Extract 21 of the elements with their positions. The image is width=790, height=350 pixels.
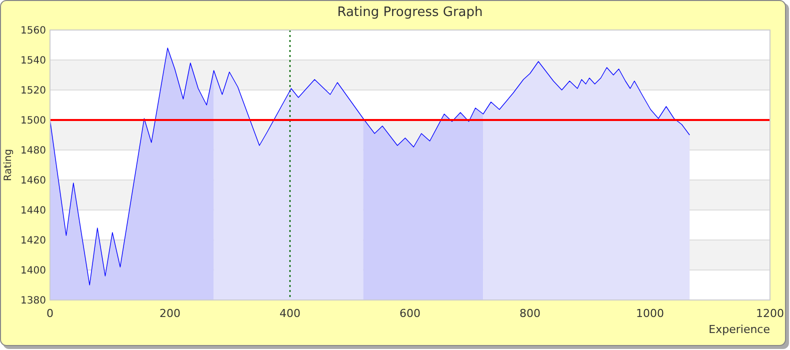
x-tick-label: 1000	[636, 307, 664, 320]
y-tick-label: 1540	[20, 56, 46, 66]
chart-title: Rating Progress Graph	[337, 5, 483, 20]
y-tick-label: 1560	[20, 26, 46, 36]
line-series	[50, 48, 690, 286]
y-tick-label: 1500	[20, 116, 46, 126]
y-tick-label: 1480	[20, 146, 46, 156]
x-tick-label: 0	[46, 307, 54, 320]
y-tick-label: 1380	[20, 296, 46, 306]
y-tick-label: 1440	[20, 206, 46, 216]
y-tick-label: 1460	[20, 176, 46, 186]
x-tick-label: 600	[400, 307, 420, 320]
x-tick-label: 400	[280, 307, 300, 320]
y-tick-label: 1520	[20, 86, 46, 96]
x-tick-label: 1200	[756, 307, 784, 320]
x-axis-title: Experience	[708, 323, 770, 336]
y-tick-label: 1400	[20, 266, 46, 276]
y-tick-label: 1420	[20, 236, 46, 246]
x-tick-label: 800	[520, 307, 540, 320]
y-axis-title: Rating	[3, 148, 14, 182]
x-tick-label: 200	[160, 307, 180, 320]
